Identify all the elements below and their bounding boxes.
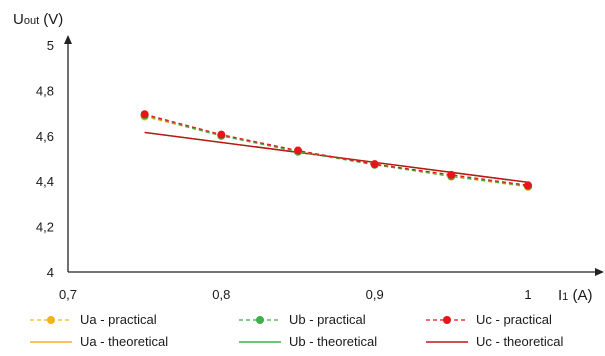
data-point (370, 160, 379, 169)
series-line (144, 113, 529, 186)
legend-label: Ub - practical (289, 312, 366, 327)
x-tick-label: 0,7 (59, 287, 77, 302)
y-tick-label: 5 (47, 38, 54, 53)
legend-label: Ua - practical (80, 312, 157, 327)
legend-marker (256, 316, 264, 324)
legend-marker (47, 316, 55, 324)
legend-item: Uc - theoretical (426, 334, 564, 349)
y-tick-label: 4,8 (36, 83, 54, 98)
data-point (524, 181, 532, 190)
x-tick-label: 1 (524, 287, 531, 302)
series-line (144, 114, 529, 187)
data-point (217, 130, 226, 139)
legend-item: Ua - practical (30, 312, 157, 327)
legend-label: Ub - theoretical (289, 334, 377, 349)
data-point (447, 170, 456, 179)
y-tick-label: 4,6 (36, 129, 54, 144)
x-axis-arrow (595, 268, 604, 276)
series-line (144, 115, 529, 188)
data-point (140, 110, 149, 119)
y-tick-label: 4,2 (36, 220, 54, 235)
series-layer (140, 110, 532, 191)
legend-label: Uc - theoretical (476, 334, 564, 349)
x-tick-label: 0,9 (366, 287, 384, 302)
x-tick-label: 0,8 (212, 287, 230, 302)
y-tick-label: 4 (47, 265, 54, 280)
data-point (294, 146, 302, 155)
y-axis-title: Uout (V) (13, 11, 63, 28)
legend-item: Ua - theoretical (30, 334, 168, 349)
legend-marker (443, 316, 451, 324)
legend-label: Uc - practical (476, 312, 552, 327)
legend-item: Ub - practical (239, 312, 366, 327)
y-axis-arrow (64, 35, 72, 44)
legend-label: Ua - theoretical (80, 334, 168, 349)
legend-item: Ub - theoretical (239, 334, 377, 349)
tick-labels: 0,7 0,8 0,9 1 4 4,2 4,4 4,6 4,8 5 (36, 38, 532, 302)
legend: Ua - practical Ub - practical Uc - practic… (30, 312, 564, 349)
legend-item: Uc - practical (426, 312, 552, 327)
x-axis-title: I1 (A) (558, 287, 592, 304)
axes (64, 35, 604, 276)
y-tick-label: 4,4 (36, 174, 54, 189)
